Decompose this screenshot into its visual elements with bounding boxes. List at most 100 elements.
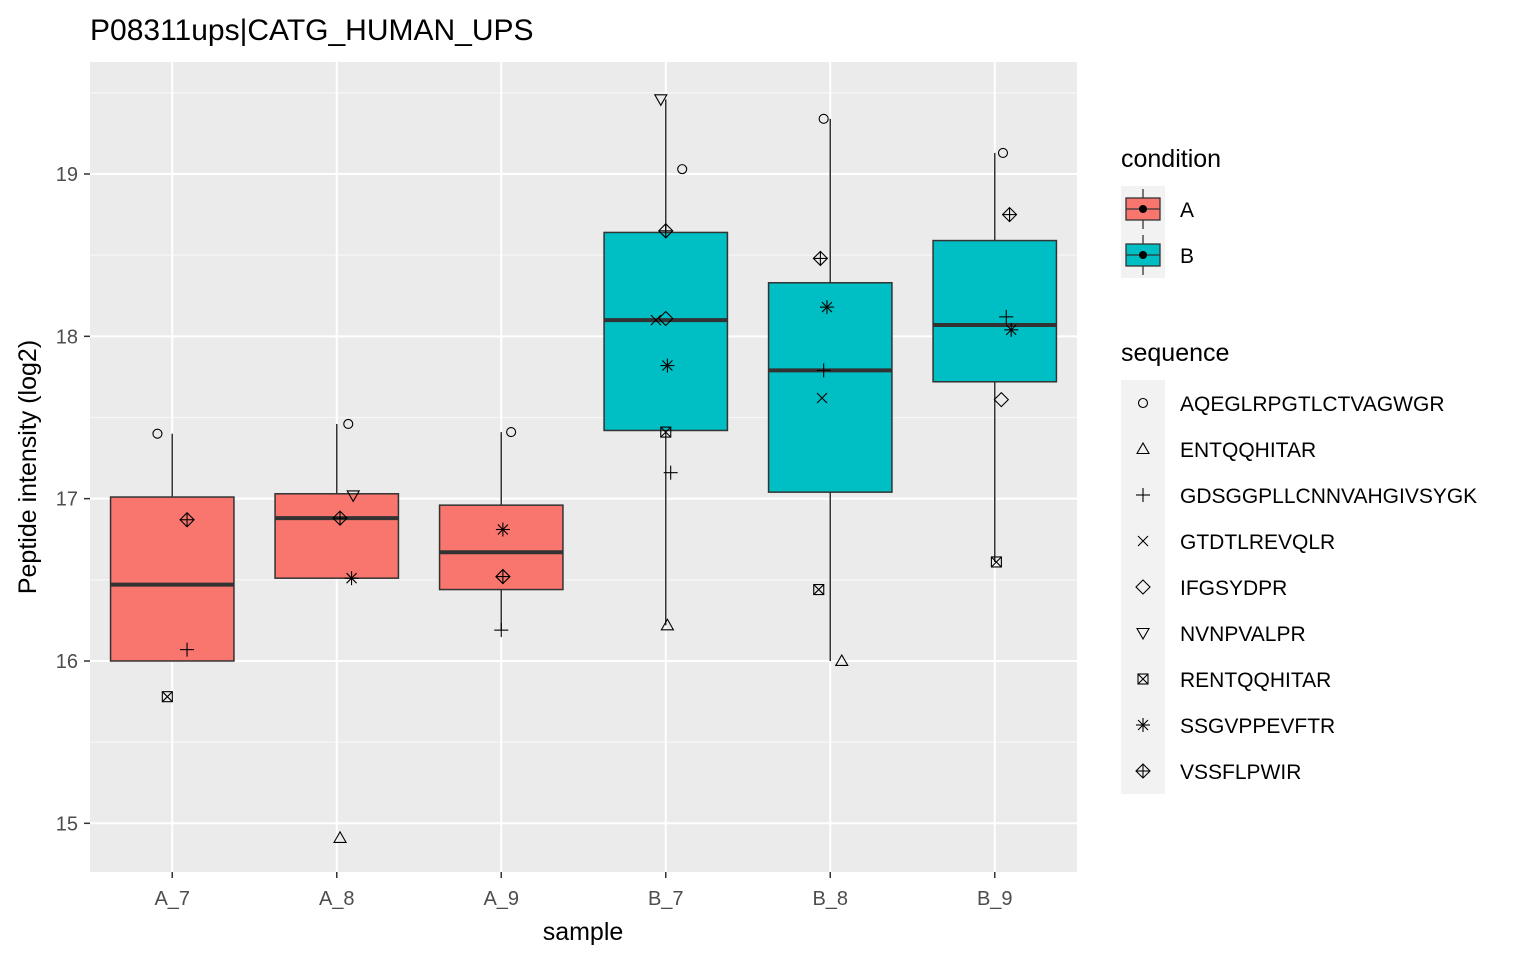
legend-key-shape — [1137, 397, 1149, 409]
square — [813, 584, 825, 596]
legend-key-dot — [1139, 251, 1147, 259]
circle — [343, 418, 354, 430]
legend-key-shape — [1137, 535, 1149, 547]
legend-key-dot — [1139, 205, 1147, 213]
stroke — [1137, 673, 1149, 685]
y-tick-label: 16 — [56, 651, 78, 673]
point — [993, 391, 1010, 408]
triangle — [834, 653, 849, 667]
triangle — [1136, 627, 1150, 641]
y-tick-label: 19 — [56, 164, 78, 186]
point — [677, 164, 688, 175]
legend-sequence-label: GTDTLREVQLR — [1180, 531, 1335, 554]
point — [180, 642, 195, 657]
x-tick-label: B_9 — [977, 888, 1013, 910]
point — [344, 571, 359, 586]
legend-sequence-label: AQEGLRPGTLCTVAGWGR — [1180, 393, 1444, 416]
minor-gridlines — [90, 92, 1077, 743]
legend-condition-label: B — [1180, 245, 1194, 268]
circle — [152, 428, 163, 439]
condition-legend: condition AB — [1121, 145, 1221, 278]
stroke — [813, 584, 825, 595]
legend-key-bg — [1121, 610, 1165, 656]
legend-sequence-label: ENTQQHITAR — [1180, 439, 1316, 462]
box-B_8 — [767, 118, 893, 661]
stroke — [660, 426, 672, 438]
point — [819, 300, 834, 315]
point — [818, 113, 829, 124]
point — [812, 250, 829, 267]
box-body — [109, 496, 235, 662]
legend-sequence-label: SSGVPPEVFTR — [1180, 715, 1335, 738]
point — [660, 618, 675, 631]
stroke — [991, 556, 1002, 568]
triangle — [333, 830, 347, 843]
plot-panel — [90, 62, 1077, 872]
box-B_9 — [932, 152, 1058, 562]
condition-legend-title: condition — [1121, 145, 1221, 173]
point — [657, 310, 674, 327]
legend-key-shape — [1136, 441, 1150, 455]
point — [999, 309, 1014, 324]
x-tick-label: A_8 — [319, 888, 355, 910]
legend-key-shape — [1136, 627, 1150, 641]
legend-key-bg — [1121, 426, 1165, 472]
square — [161, 691, 173, 703]
x-tick-label: A_9 — [483, 888, 519, 910]
point — [332, 510, 348, 526]
boxes — [109, 99, 1058, 662]
point — [346, 490, 361, 503]
box-body — [438, 504, 564, 591]
circle — [818, 113, 829, 124]
legend-key-shape — [1136, 718, 1150, 732]
triangle — [346, 490, 361, 503]
x-tick-label: B_8 — [812, 888, 848, 910]
point — [990, 556, 1002, 568]
triangle — [1136, 441, 1150, 455]
stroke — [816, 392, 828, 404]
box-A_8 — [274, 423, 400, 579]
box-A_7 — [109, 433, 235, 662]
sequence-legend: sequence AQEGLRPGTLCTVAGWGR ENTQQHITAR GDS… — [1121, 339, 1477, 794]
legend-sequence-label: NVNPVALPR — [1180, 623, 1306, 646]
chart-title: P08311ups|CATG_HUMAN_UPS — [90, 14, 534, 47]
x-axis-title: sample — [543, 918, 624, 946]
point — [495, 522, 510, 537]
square — [1137, 673, 1149, 685]
y-tick-label: 15 — [56, 813, 78, 835]
point — [161, 691, 173, 703]
y-tick-label: 18 — [56, 326, 78, 348]
legend-sequence-label: IFGSYDPR — [1180, 577, 1287, 600]
points — [152, 94, 1019, 843]
point — [834, 653, 849, 667]
point — [1001, 206, 1018, 223]
box-A_9 — [438, 432, 564, 631]
y-tick-label: 17 — [56, 489, 78, 511]
point — [179, 511, 195, 528]
point — [152, 428, 163, 439]
legend-key-shape — [1137, 673, 1149, 685]
diamond — [657, 310, 674, 327]
point — [333, 830, 347, 843]
box-B_7 — [603, 99, 729, 626]
point — [660, 358, 675, 373]
point — [506, 427, 517, 438]
point — [660, 426, 672, 438]
x-tick-label: A_7 — [154, 888, 190, 910]
legend-condition-label: A — [1180, 199, 1194, 222]
point — [816, 363, 831, 378]
box-body — [274, 493, 400, 579]
y-axis: 15 16 17 18 19 — [56, 164, 90, 835]
sequence-legend-title: sequence — [1121, 339, 1229, 367]
box-body — [932, 239, 1058, 383]
point — [813, 584, 825, 596]
legend-key-shape — [1136, 488, 1150, 502]
point — [657, 223, 674, 239]
point — [997, 147, 1009, 158]
point — [663, 465, 678, 480]
diamond — [1135, 579, 1151, 595]
point — [343, 418, 354, 430]
legend-key-shape — [1135, 763, 1151, 779]
x-axis: A_7 A_8 A_9 B_7 B_8 B_9 — [154, 872, 1013, 910]
